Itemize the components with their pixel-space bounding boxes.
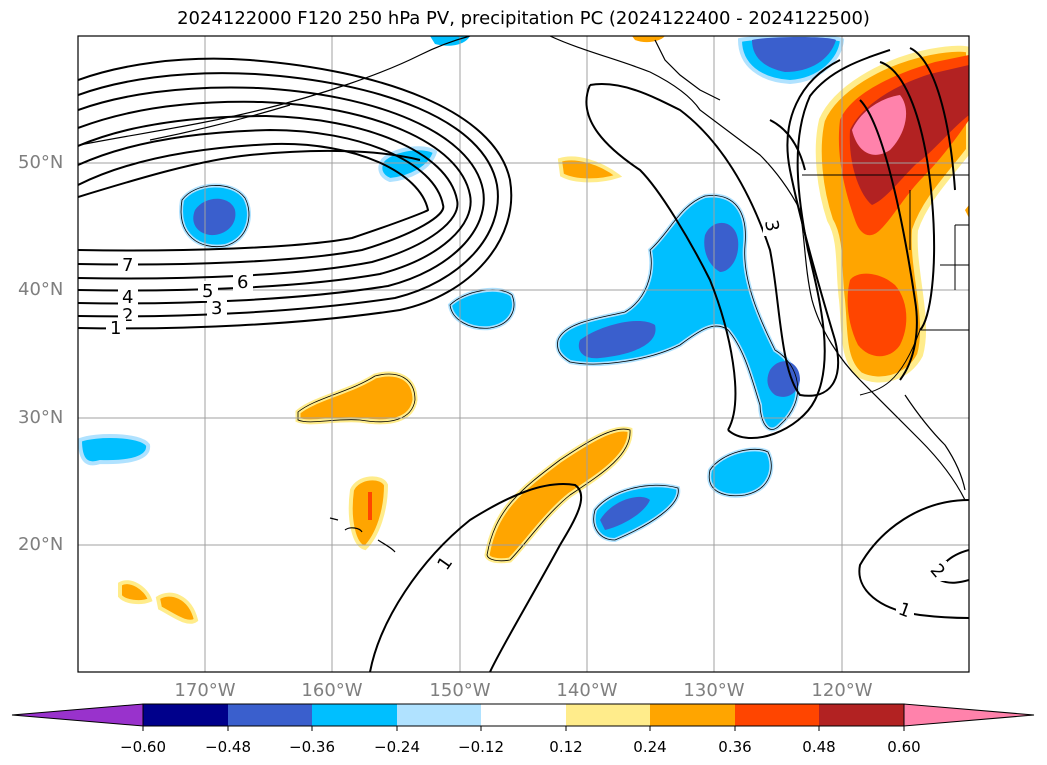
contour-label-1: 1 <box>110 318 121 339</box>
lon-label-140w: 140°W <box>556 680 618 701</box>
colorbar-bin-2 <box>228 704 312 726</box>
lat-label-20n: 20°N <box>18 534 64 555</box>
colorbar-bin-4 <box>397 704 481 726</box>
coastlines <box>79 36 966 553</box>
pv-contours <box>78 47 969 672</box>
colorbar-bin-6 <box>566 704 650 726</box>
colorbar-bin-3 <box>312 704 397 726</box>
colorbar-bin-5 <box>481 704 566 726</box>
lon-label-150w: 150°W <box>429 680 491 701</box>
colorbar-tick-label: −0.24 <box>374 738 420 756</box>
positive-precip-shading <box>118 36 969 624</box>
contour-label-3: 3 <box>211 298 222 319</box>
lat-label-40n: 40°N <box>18 279 64 300</box>
map-frame <box>77 35 970 673</box>
colorbar-tick-label: 0.12 <box>549 738 583 756</box>
colorbar-tick-label: 0.60 <box>887 738 921 756</box>
contour-label-4: 4 <box>122 287 133 308</box>
precip-outlines <box>180 185 799 562</box>
colorbar-bin-1 <box>143 704 228 726</box>
contour-label-5: 5 <box>202 281 213 302</box>
lat-label-30n: 30°N <box>18 407 64 428</box>
colorbar-bin-7 <box>650 704 735 726</box>
lon-label-130w: 130°W <box>683 680 745 701</box>
colorbar-max-extension <box>903 703 1035 727</box>
colorbar-bin-8 <box>735 704 819 726</box>
lon-label-170w: 170°W <box>174 680 236 701</box>
colorbar-tick-label: 0.48 <box>802 738 836 756</box>
contour-label-6: 6 <box>237 272 248 293</box>
colorbar-tick-label: 0.36 <box>718 738 752 756</box>
colorbar <box>11 703 1035 731</box>
colorbar-tick-label: −0.36 <box>289 738 335 756</box>
contour-label-2: 2 <box>122 305 133 326</box>
map-plot-area: 7 6 5 4 3 2 1 3 1 1 2 <box>78 36 969 672</box>
colorbar-tick-label: 0.24 <box>633 738 667 756</box>
political-borders <box>802 174 969 396</box>
lat-label-50n: 50°N <box>18 152 64 173</box>
colorbar-tick-label: −0.60 <box>120 738 166 756</box>
colorbar-min-extension <box>11 703 144 727</box>
negative-precip-shading <box>78 36 845 543</box>
lon-label-160w: 160°W <box>301 680 363 701</box>
contour-label-7: 7 <box>122 255 133 276</box>
colorbar-tick-label: −0.12 <box>458 738 504 756</box>
colorbar-tick-label: −0.48 <box>205 738 251 756</box>
contour-label-3-east: 3 <box>760 218 783 233</box>
map-title: 2024122000 F120 250 hPa PV, precipitatio… <box>177 8 870 29</box>
pv-contour-labels: 7 6 5 4 3 2 1 3 1 1 2 <box>106 216 949 622</box>
colorbar-bin-9 <box>819 704 904 726</box>
lon-label-120w: 120°W <box>811 680 873 701</box>
